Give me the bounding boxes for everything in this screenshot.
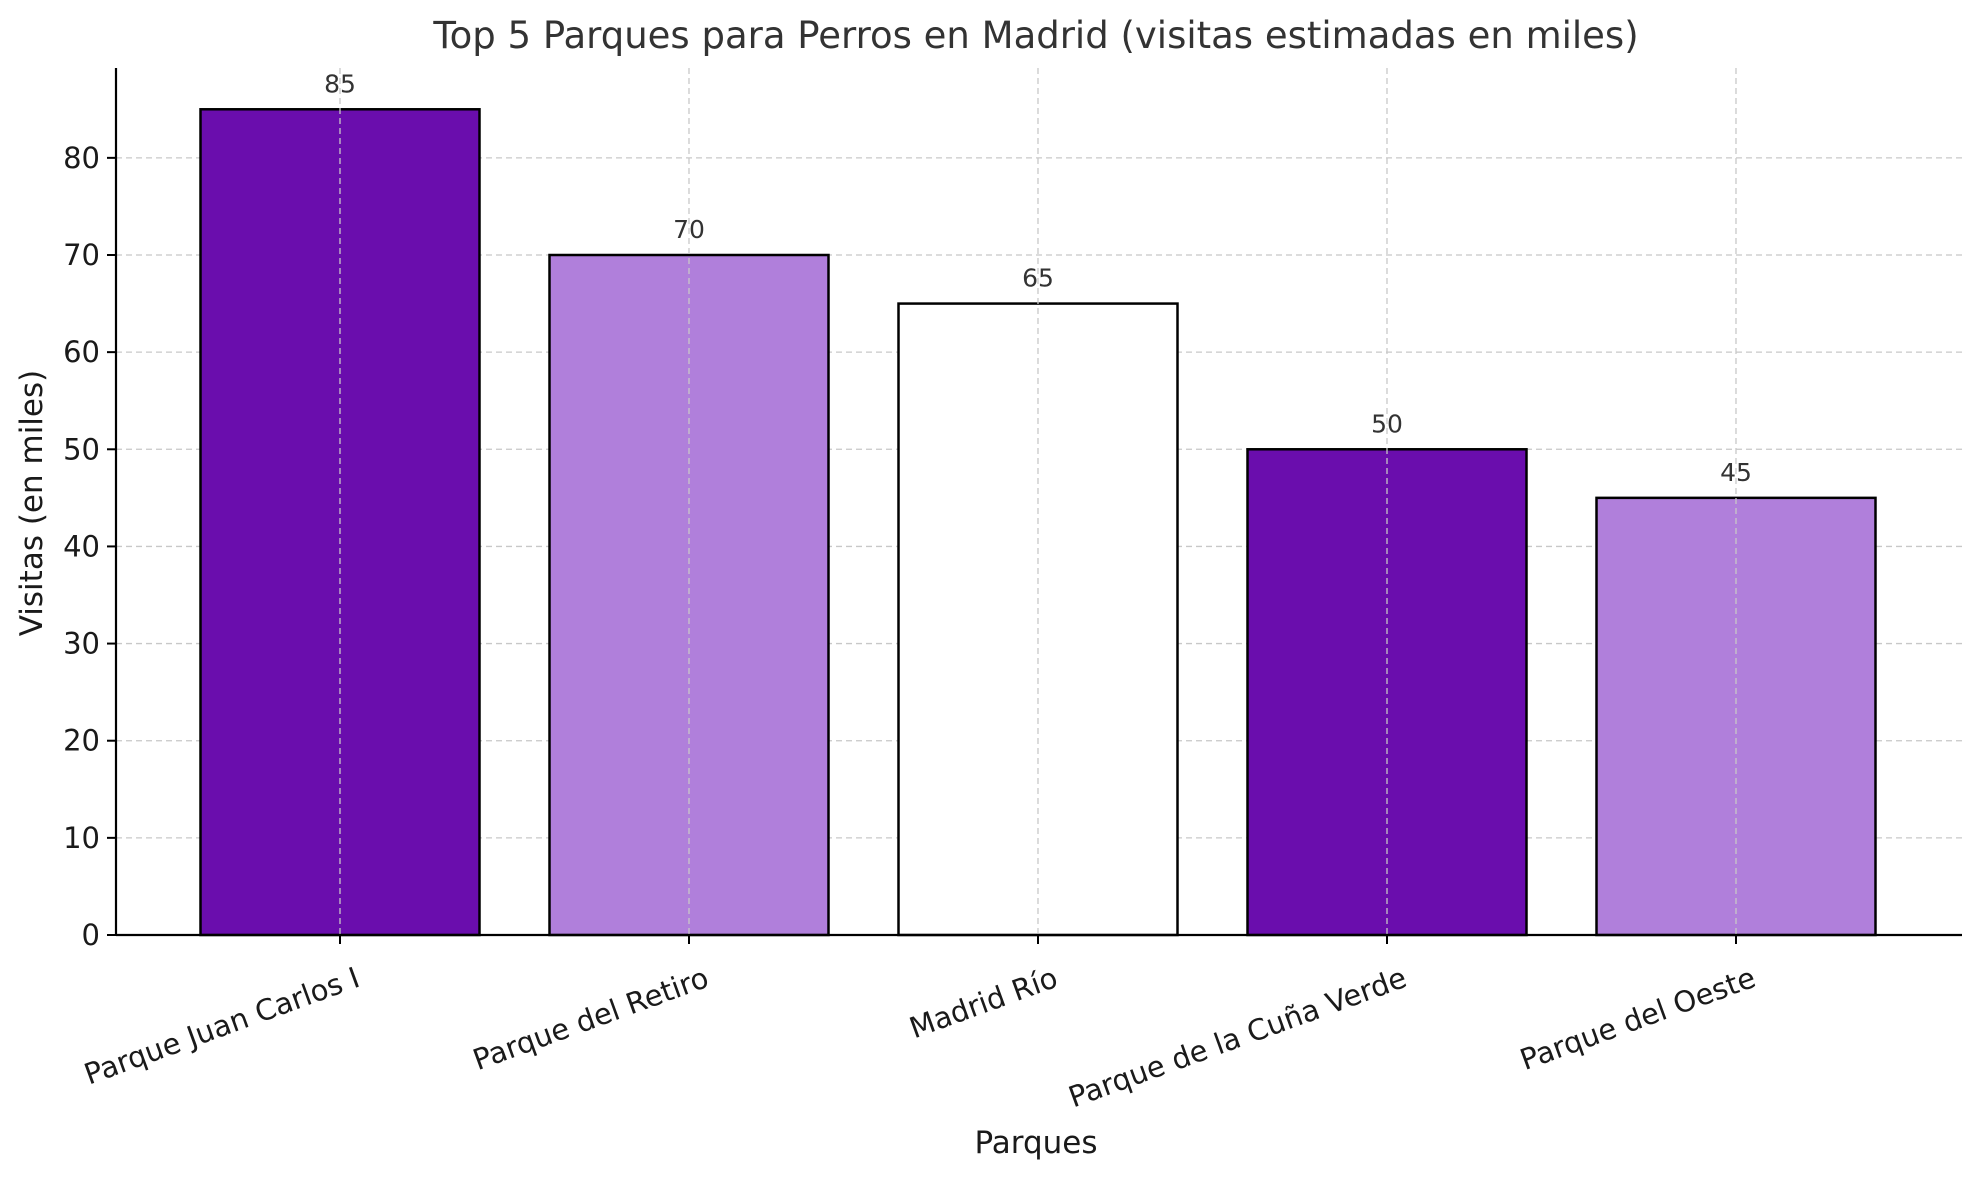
x-axis-label: Parques [974, 1125, 1097, 1161]
y-tick-label: 80 [63, 141, 100, 175]
x-tick-label: Parque del Retiro [468, 960, 713, 1077]
x-tick-label: Parque de la Cuña Verde [1064, 960, 1411, 1114]
chart-title: Top 5 Parques para Perros en Madrid (vis… [432, 14, 1638, 57]
x-tick-label: Parque del Oeste [1515, 960, 1759, 1077]
data-label: 45 [1720, 458, 1752, 487]
x-tick-label: Parque Juan Carlos I [80, 960, 364, 1091]
vertical-grid-layer [339, 68, 1737, 935]
axes-layer [107, 68, 1962, 944]
data-label: 50 [1371, 409, 1403, 438]
data-label: 65 [1022, 264, 1054, 293]
y-tick-label: 20 [63, 724, 100, 758]
y-tick-label: 10 [63, 821, 100, 855]
y-tick-label: 60 [63, 335, 100, 369]
y-axis-label: Visitas (en miles) [14, 370, 50, 636]
y-tick-label: 30 [63, 627, 100, 661]
y-tick-label: 40 [63, 529, 100, 563]
y-tick-label: 0 [82, 918, 100, 952]
data-label: 70 [673, 215, 705, 244]
y-tick-label: 70 [63, 238, 100, 272]
data-label: 85 [324, 69, 356, 98]
y-tick-label: 50 [63, 432, 100, 466]
x-tick-label: Madrid Río [905, 960, 1062, 1045]
